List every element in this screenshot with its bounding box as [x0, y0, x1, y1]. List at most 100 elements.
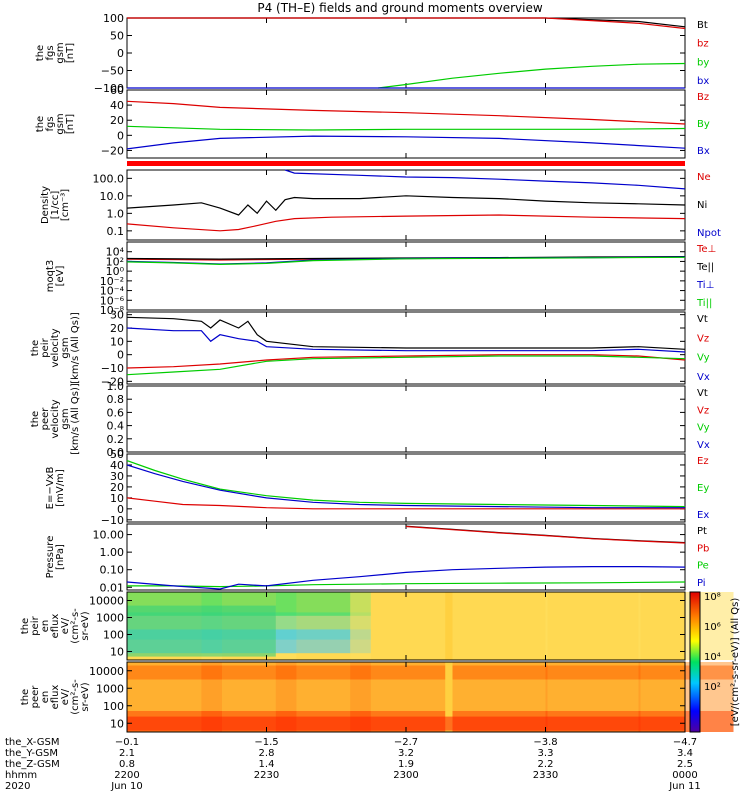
series-line: [126, 497, 685, 510]
ephemeris-label: hhmm: [5, 770, 37, 781]
y-axis-label: eflux: [50, 685, 61, 710]
y-tick-label: 0.10: [100, 564, 125, 577]
y-tick-label: 10.00: [93, 529, 125, 542]
legend-entry: Ez: [697, 456, 709, 467]
ephemeris-value: −2.7: [394, 737, 418, 748]
y-tick-label: 0.0: [107, 446, 125, 459]
heatmap-cell: [127, 605, 276, 657]
ephemeris-value: −1.5: [254, 737, 278, 748]
ephemeris-label: 2020: [5, 781, 30, 792]
y-axis-label: the: [30, 340, 41, 356]
legend-entry: Ne: [697, 172, 711, 183]
y-tick-label: 1.0: [107, 207, 125, 220]
y-tick-label: −20: [101, 144, 124, 157]
heatmap-cell: [452, 592, 548, 660]
y-tick-label: 0: [117, 47, 124, 60]
series-line: [126, 565, 686, 590]
y-tick-label: 40: [110, 99, 124, 112]
heatmap-cell: [452, 665, 548, 680]
ephemeris-value: 2300: [393, 770, 418, 781]
ephemeris-value: −4.7: [673, 737, 697, 748]
legend-entry: Pt: [697, 526, 707, 537]
y-axis-label: peer: [30, 685, 41, 709]
panel-pressure: 10.00 1.00 0.10 0.01 Pressure [nPa] Pt Pb Pe Pi: [45, 523, 709, 594]
y-tick-label: −10: [101, 514, 124, 527]
ephemeris-value: −3.8: [533, 737, 557, 748]
y-tick-label: 50: [110, 448, 124, 461]
series-line: [126, 135, 686, 150]
legend-entry: Pb: [697, 543, 709, 554]
ephemeris-label: the_Y-GSM: [5, 748, 58, 759]
y-tick-label: 0.6: [107, 406, 125, 419]
ephemeris-value: 3.2: [398, 748, 414, 759]
state-bar: [127, 161, 685, 166]
panel-frame: [126, 89, 686, 159]
y-axis-label: E=−VxB: [45, 467, 56, 510]
heatmap-cell: [350, 665, 446, 680]
series-line: [126, 125, 686, 131]
y-tick-label: 0.1: [107, 225, 125, 238]
y-tick-label: 100: [103, 700, 124, 713]
y-axis-label: [nT]: [65, 43, 76, 63]
y-axis-label: the: [30, 411, 41, 427]
legend-entry: By: [697, 119, 710, 130]
panel-frame: [126, 17, 686, 89]
legend-entry: Bt: [697, 20, 708, 31]
heatmap-cell: [275, 665, 371, 680]
series-line: [127, 581, 686, 588]
y-axis-label: peer: [40, 407, 51, 431]
series-line: [284, 169, 686, 190]
y-tick-label: 0: [117, 503, 124, 516]
y-tick-label: 100.0: [93, 172, 125, 185]
panel-peir-eflux: 10000 1000 100 10 the peir en eflux eV/(cm²-s-sr…: [20, 591, 734, 661]
colorbar-tick: 10⁸: [704, 592, 721, 603]
y-axis-label: [mV/m]: [55, 469, 66, 507]
y-tick-label: 100: [103, 629, 124, 642]
y-axis-label: en: [40, 691, 51, 704]
panel-frame: [126, 241, 686, 311]
y-axis-label: velocity: [50, 399, 61, 438]
series-line: [126, 256, 686, 266]
y-tick-label: 1000: [96, 612, 124, 625]
y-axis-label: sr-eV): [80, 611, 91, 640]
heatmap-cell: [201, 665, 297, 680]
series-line: [126, 355, 686, 376]
ephemeris-value: 1.4: [259, 759, 275, 770]
panel-peer-eflux: 10000 1000 100 10 the peer en eflux eV/(cm²-s-sr…: [20, 661, 734, 733]
y-axis-label: [eV]: [55, 266, 66, 287]
y-axis-label: the: [35, 116, 46, 132]
y-tick-label: 10: [110, 717, 124, 730]
y-tick-label: 0.4: [107, 420, 125, 433]
panel-fgs-dsl: 60 40 20 0 −20 the fgs gsm [nT] Bz By Bx: [35, 84, 710, 159]
y-axis-label: gsm: [55, 113, 66, 134]
ephemeris-value: 1.9: [398, 759, 414, 770]
legend-entry: Npot: [697, 228, 721, 239]
series-line: [126, 100, 686, 125]
panel-frame: [126, 385, 686, 453]
colorbar: [689, 591, 701, 733]
ephemeris-value: 0000: [672, 770, 697, 781]
y-axis-label: eV/: [60, 617, 71, 634]
y-tick-label: 10.0: [100, 190, 125, 203]
y-axis-label: fgs: [45, 45, 56, 60]
y-axis-label: [1/cc]: [50, 191, 61, 220]
legend-entry: Ni: [697, 200, 707, 211]
heatmap-cell: [545, 665, 641, 680]
legend-entry: Vy: [697, 423, 710, 434]
heatmap-cell: [638, 592, 734, 660]
series-line: [378, 62, 686, 89]
colorbar-tick: 10⁴: [704, 652, 721, 663]
legend-entry: Ex: [697, 510, 709, 521]
y-tick-label: 10⁻⁴: [100, 285, 125, 298]
series-line: [126, 214, 686, 232]
y-tick-label: −50: [101, 65, 124, 78]
y-axis-label: [nT]: [65, 114, 76, 134]
y-tick-label: 0.2: [107, 433, 125, 446]
legend-entry: bz: [697, 39, 709, 50]
ephemeris-value: 2330: [533, 770, 558, 781]
ephemeris-label: the_X-GSM: [5, 737, 59, 748]
panel-fgs-gsm: 100 50 0 −50 −100 the fgs gsm [nT] Bt bz by bx: [35, 12, 709, 95]
y-axis-label: fgs: [45, 116, 56, 131]
y-axis-label: [km/s (All Qs)]: [70, 312, 81, 384]
